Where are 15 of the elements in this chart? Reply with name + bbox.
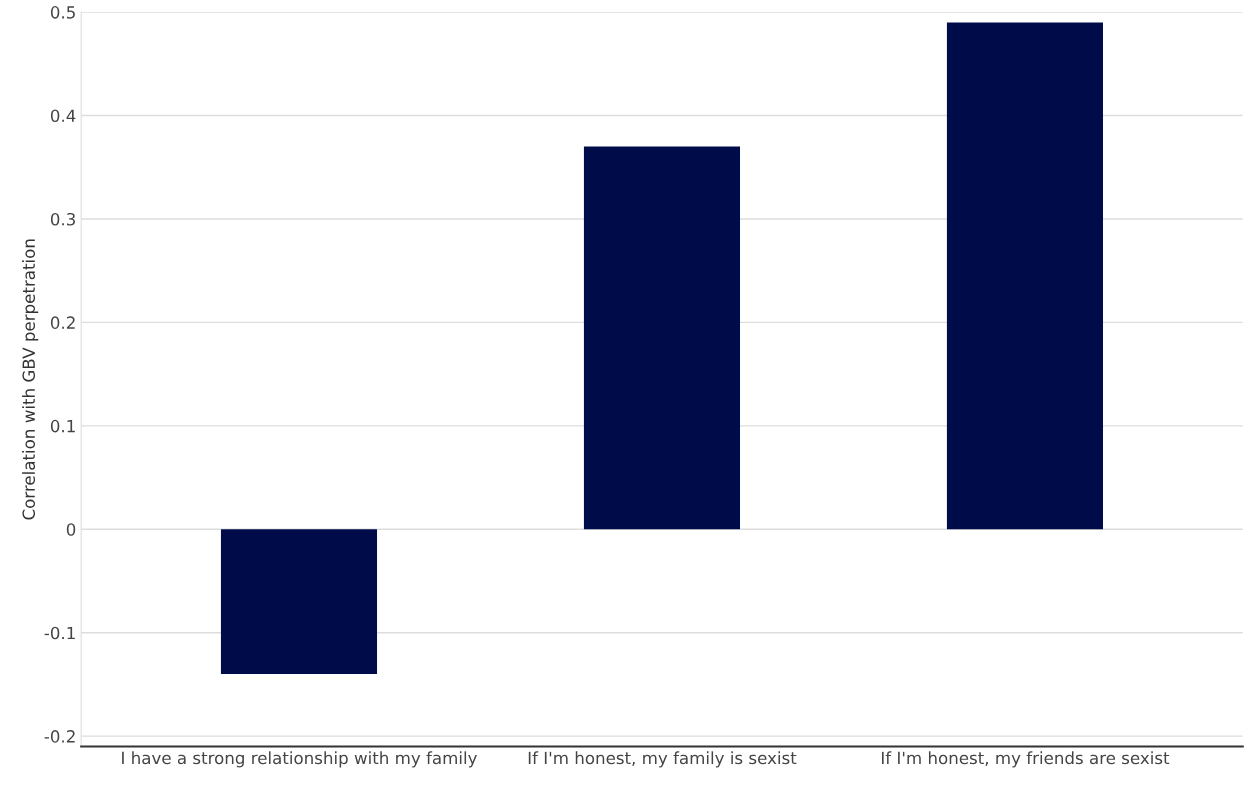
y-tick-label: -0.1 xyxy=(44,626,75,640)
x-tick-label: If I'm honest, my friends are sexist xyxy=(881,751,1170,768)
y-tick-label: 0 xyxy=(66,523,76,536)
y-tick-label: -0.2 xyxy=(44,730,75,743)
y-tick-label: 0.4 xyxy=(50,109,76,123)
y-tick-label: 0.2 xyxy=(50,316,75,329)
y-tick-label: 0.3 xyxy=(50,212,75,226)
x-tick-label: I have a strong relationship with my family xyxy=(122,751,477,768)
x-tick-label: If I'm honest, my family is sexist xyxy=(528,751,797,768)
bar xyxy=(946,22,1103,530)
bar xyxy=(220,529,378,675)
y-tick-label: 0.1 xyxy=(50,419,75,433)
y-tick-label: 0.5 xyxy=(50,6,75,19)
y-axis-title: Correlation with GBV perpetration xyxy=(22,239,39,520)
bar xyxy=(583,146,741,530)
